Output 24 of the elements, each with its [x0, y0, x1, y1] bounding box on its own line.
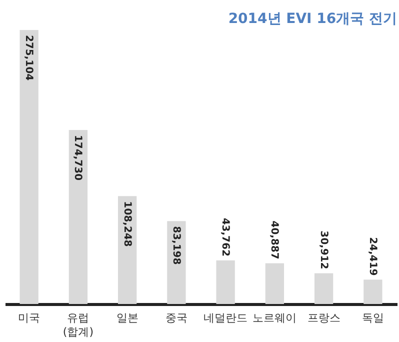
data-label: 30,912	[318, 230, 329, 270]
data-label: 24,419	[366, 237, 378, 276]
bar	[265, 263, 284, 304]
bar	[364, 280, 382, 304]
data-label: 108,248	[121, 201, 132, 247]
x-tick-label: 프랑스	[307, 312, 340, 324]
x-tick-label: 일본	[116, 312, 138, 324]
x-tick-label: 네덜란드	[204, 312, 248, 324]
x-tick-label: 노르웨이	[252, 312, 297, 324]
data-label: 174,730	[72, 134, 84, 181]
x-tick-label: 중국	[165, 312, 188, 324]
bar	[167, 221, 186, 304]
x-tick-label: 유럽 (합계)	[62, 312, 94, 338]
data-label: 83,198	[170, 226, 182, 265]
bar	[68, 130, 88, 304]
data-label: 40,887	[268, 220, 280, 260]
chart-title: 2014년 EVI 16개국 전기	[228, 11, 397, 27]
data-label: 275,104	[23, 35, 34, 81]
bar	[20, 30, 38, 304]
x-tick-label: 미국	[18, 312, 40, 324]
data-label: 43,762	[220, 218, 231, 256]
bar	[314, 273, 334, 304]
bar	[216, 260, 235, 304]
x-tick-label: 독일	[362, 312, 384, 324]
